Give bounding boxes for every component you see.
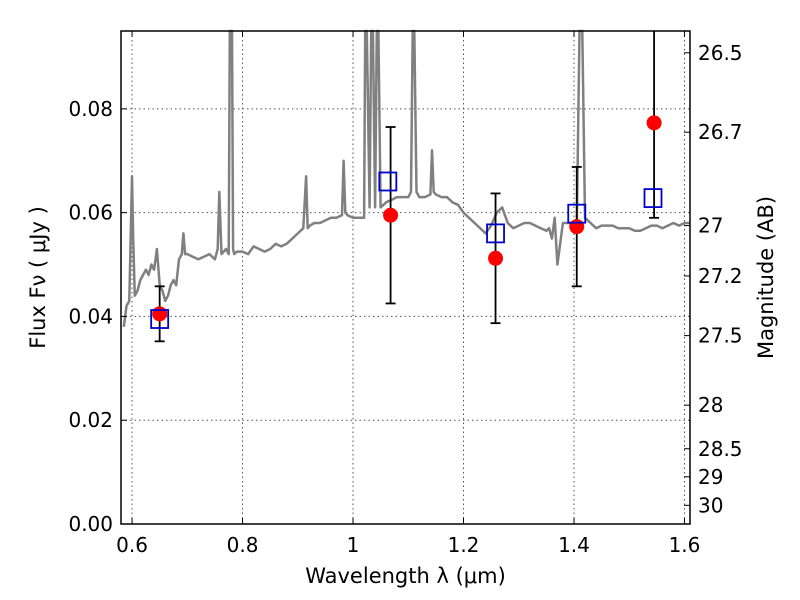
right-axis-label: Magnitude (AB) bbox=[754, 196, 778, 359]
right-tick-labels: 26.5 26.7 27 27.2 27.5 28 28.5 29 30 bbox=[698, 41, 743, 518]
observed-point bbox=[383, 207, 399, 223]
y-tick-label: 0.08 bbox=[68, 97, 113, 121]
tick-marks bbox=[121, 31, 690, 525]
y-tick-label: 0.00 bbox=[68, 512, 113, 536]
right-tick-label: 27.5 bbox=[698, 324, 743, 348]
model-spectrum-layer bbox=[122, 29, 690, 327]
plot-frame bbox=[120, 30, 691, 525]
right-tick-label: 28.5 bbox=[698, 437, 743, 461]
x-tick-label: 0.6 bbox=[116, 533, 148, 557]
observed-point bbox=[646, 115, 662, 131]
bandpass-square bbox=[150, 309, 170, 329]
x-tick-label: 1.6 bbox=[669, 533, 701, 557]
y-tick-labels: 0.00 0.02 0.04 0.06 0.08 bbox=[68, 97, 113, 536]
y-tick-label: 0.02 bbox=[68, 408, 113, 432]
x-tick-label: 0.8 bbox=[227, 533, 259, 557]
bandpass-square bbox=[378, 171, 398, 192]
right-tick-label: 30 bbox=[698, 493, 723, 517]
y-tick-label: 0.06 bbox=[68, 201, 113, 225]
right-tick-label: 26.7 bbox=[698, 120, 743, 144]
grid-lines bbox=[121, 31, 690, 525]
right-tick-label: 26.5 bbox=[698, 41, 743, 65]
x-tick-label: 1 bbox=[347, 533, 360, 557]
right-tick-label: 29 bbox=[698, 465, 723, 489]
y-axis-label: Flux Fν ( μJy ) bbox=[26, 206, 50, 349]
observed-point bbox=[569, 219, 585, 235]
bandpass-square bbox=[486, 223, 505, 244]
bandpass-square bbox=[567, 203, 587, 224]
observed-point bbox=[152, 306, 168, 322]
right-tick-label: 27 bbox=[698, 214, 723, 238]
bandpass-points-layer bbox=[150, 171, 663, 329]
x-tick-label: 1.2 bbox=[448, 533, 480, 557]
observed-point bbox=[488, 250, 504, 266]
y-tick-label: 0.04 bbox=[68, 304, 113, 328]
model-spectrum-line bbox=[122, 29, 690, 327]
x-tick-label: 1.4 bbox=[558, 533, 590, 557]
right-tick-label: 28 bbox=[698, 393, 723, 417]
right-tick-label: 27.2 bbox=[698, 264, 743, 288]
x-tick-labels: 0.6 0.8 1 1.2 1.4 1.6 bbox=[116, 533, 700, 557]
bandpass-square bbox=[643, 188, 663, 209]
x-axis-label: Wavelength λ (μm) bbox=[305, 564, 506, 588]
